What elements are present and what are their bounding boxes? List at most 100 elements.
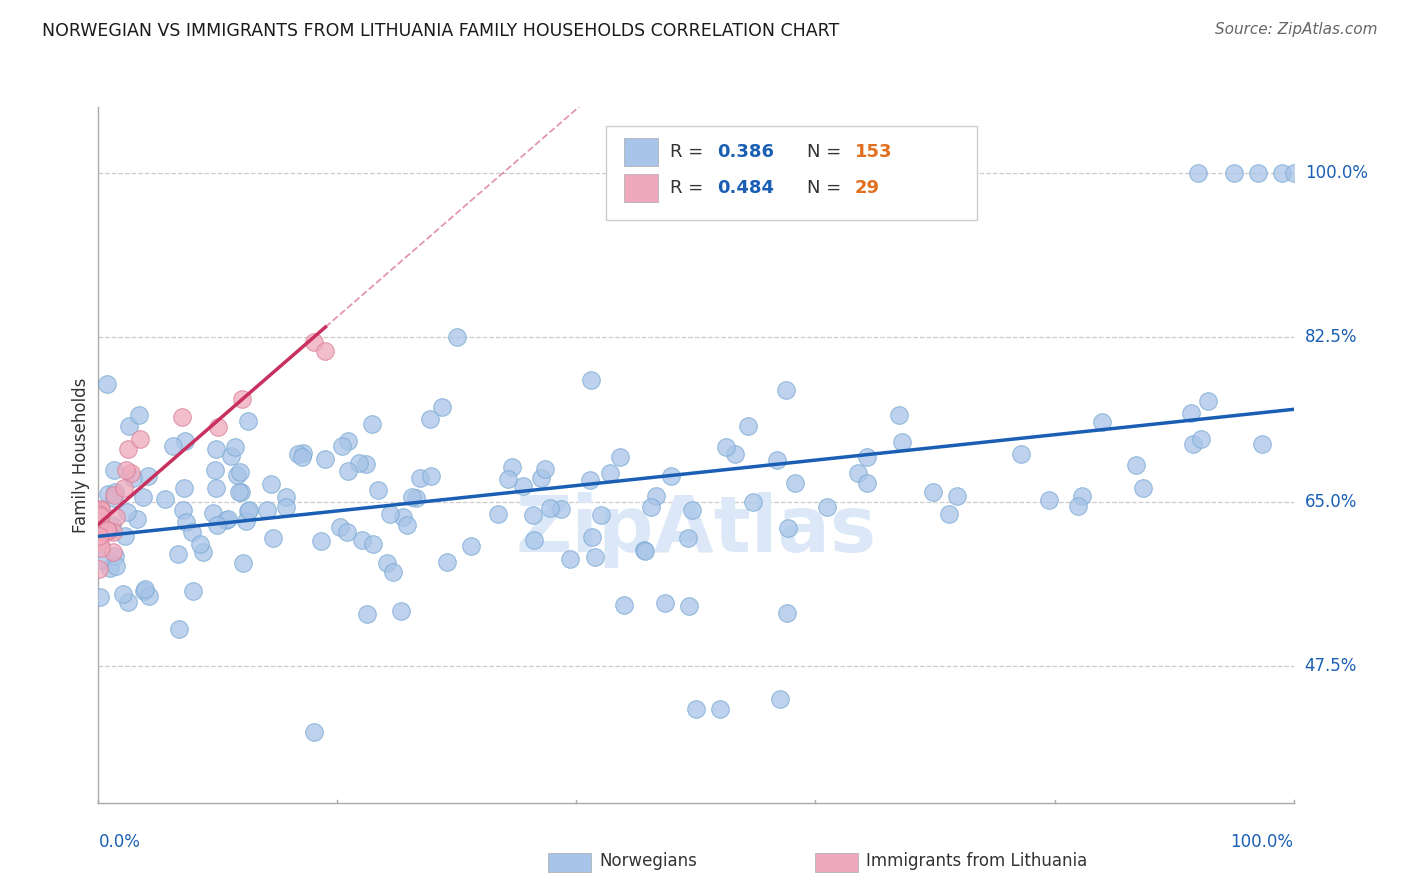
Point (100, 518, 122, 533)
Point (104, 549, 127, 564)
Point (352, 533, 374, 548)
Point (391, 509, 413, 524)
Point (122, 470, 145, 484)
Point (302, 335, 325, 350)
Point (256, 503, 278, 517)
Point (783, 475, 806, 490)
FancyBboxPatch shape (624, 174, 658, 202)
Point (534, 461, 557, 475)
Point (104, 559, 127, 574)
Point (120, 467, 142, 481)
Point (236, 414, 259, 428)
Point (235, 514, 257, 528)
Point (330, 439, 353, 453)
Point (887, 408, 910, 422)
Point (938, 507, 960, 521)
Point (714, 440, 737, 454)
Text: 82.5%: 82.5% (1305, 328, 1357, 346)
Point (98, 561, 121, 575)
Point (1181, 437, 1204, 451)
Point (217, 512, 239, 526)
Point (380, 508, 402, 522)
Point (173, 481, 195, 495)
Point (578, 473, 600, 487)
Point (287, 447, 309, 461)
Point (153, 491, 176, 506)
Point (162, 439, 184, 453)
Point (512, 479, 534, 493)
Point (128, 408, 150, 422)
Point (538, 501, 561, 516)
Point (103, 488, 125, 502)
Y-axis label: Family Households: Family Households (72, 377, 90, 533)
Point (737, 419, 759, 434)
Point (676, 531, 699, 545)
Point (181, 524, 204, 539)
Point (375, 556, 398, 570)
Text: 65.0%: 65.0% (1305, 493, 1357, 511)
FancyBboxPatch shape (624, 138, 658, 166)
Point (207, 419, 229, 434)
Point (274, 500, 297, 514)
Point (167, 622, 190, 636)
Point (659, 468, 682, 483)
Point (778, 521, 800, 535)
Point (89, 504, 111, 518)
Point (229, 465, 252, 479)
Point (846, 467, 869, 481)
Point (336, 464, 359, 478)
Point (90, 503, 112, 517)
Point (89, 590, 111, 604)
Point (501, 459, 523, 474)
Point (709, 702, 731, 716)
Point (654, 596, 676, 610)
Text: R =: R = (669, 144, 709, 161)
Point (190, 537, 212, 551)
Point (581, 530, 603, 544)
FancyBboxPatch shape (606, 126, 977, 219)
Point (613, 599, 636, 613)
Point (93, 524, 115, 538)
Point (336, 524, 359, 539)
Point (136, 469, 159, 483)
Point (522, 508, 544, 522)
Point (96, 376, 118, 391)
Point (1125, 458, 1147, 472)
Point (90, 541, 112, 556)
Point (215, 513, 238, 527)
Point (337, 434, 360, 448)
Point (104, 485, 127, 500)
Text: 0.484: 0.484 (717, 179, 775, 197)
Point (776, 606, 799, 620)
Point (97, 524, 120, 539)
Point (174, 434, 197, 448)
Point (205, 518, 228, 533)
Text: Immigrants from Lithuania: Immigrants from Lithuania (866, 852, 1087, 870)
Point (550, 502, 572, 516)
Point (420, 469, 443, 483)
Point (436, 555, 458, 569)
Point (105, 510, 128, 524)
Point (134, 584, 156, 599)
Point (558, 551, 581, 566)
Point (129, 432, 152, 446)
Point (775, 384, 797, 398)
Text: 100.0%: 100.0% (1230, 833, 1294, 851)
Point (446, 330, 468, 344)
Point (103, 491, 125, 505)
Point (167, 547, 190, 561)
Point (181, 583, 204, 598)
Point (138, 589, 160, 603)
Point (609, 450, 631, 465)
Point (361, 537, 384, 551)
Point (741, 495, 763, 509)
Point (89, 534, 111, 549)
Point (855, 450, 877, 464)
Point (228, 485, 250, 500)
Point (395, 518, 418, 533)
Point (523, 533, 546, 548)
Point (225, 467, 247, 482)
Point (172, 410, 194, 425)
Point (134, 582, 156, 597)
Point (262, 531, 284, 545)
